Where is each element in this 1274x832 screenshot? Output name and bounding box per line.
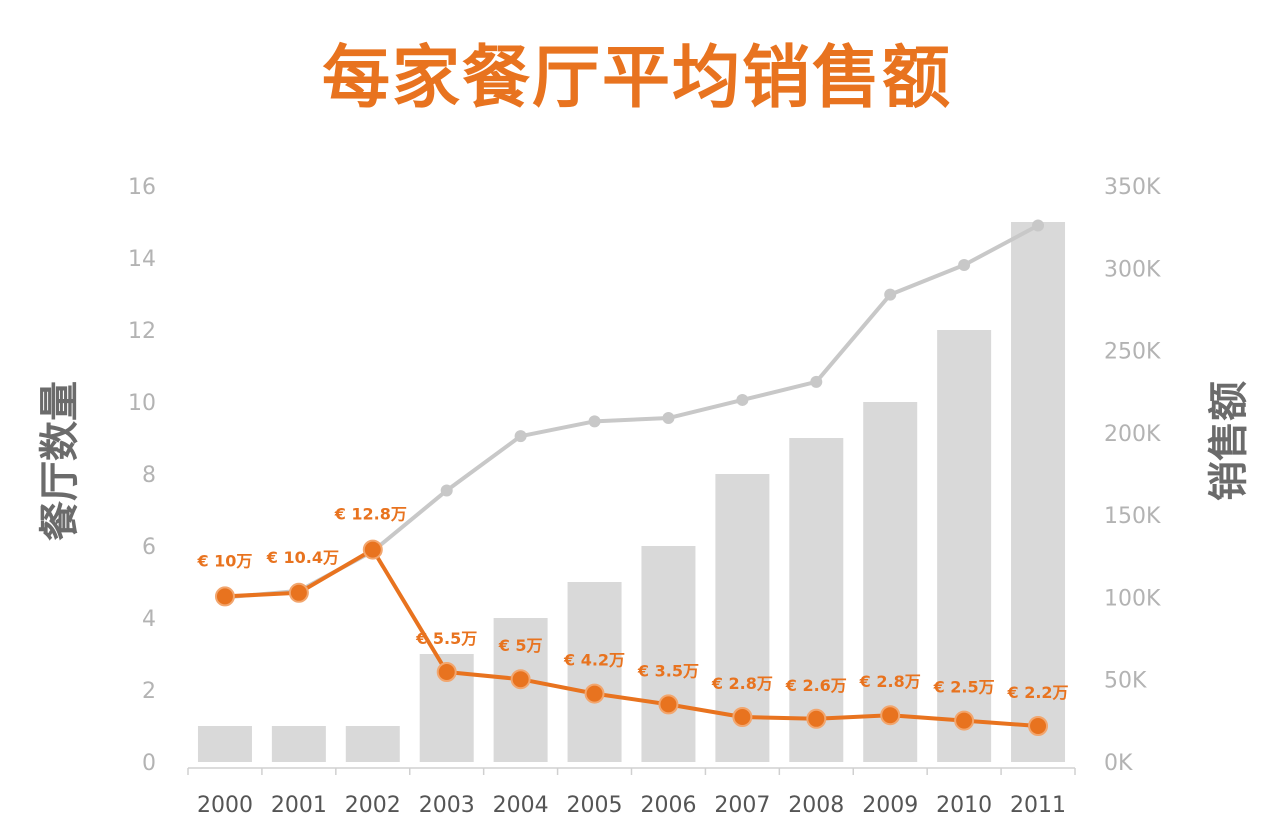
data-label: € 3.5万: [637, 661, 699, 680]
y-tick-left: 12: [128, 319, 156, 344]
bar: [493, 618, 548, 762]
y-tick-right: 200K: [1104, 422, 1161, 447]
avg-sales-point: [584, 683, 605, 704]
y-tick-left: 8: [142, 463, 156, 488]
data-label: € 2.6万: [785, 676, 847, 695]
bar: [937, 330, 992, 762]
avg-sales-point: [288, 582, 309, 603]
avg-sales-point: [954, 710, 975, 731]
x-tick-label: 2011: [1010, 793, 1066, 818]
bar: [863, 402, 918, 762]
y-tick-right: 350K: [1104, 175, 1161, 200]
x-tick-label: 2003: [419, 793, 475, 818]
y-tick-left: 2: [142, 679, 156, 704]
sales-point: [884, 288, 897, 301]
data-label: € 10.4万: [266, 548, 339, 567]
data-label: € 5.5万: [415, 629, 477, 648]
x-tick-label: 2001: [271, 793, 327, 818]
y-tick-left: 16: [128, 175, 156, 200]
avg-sales-point: [510, 669, 531, 690]
sales-point: [588, 415, 601, 428]
sales-point: [958, 258, 971, 271]
avg-sales-line: [224, 547, 1039, 728]
sales-point: [1032, 219, 1045, 232]
avg-sales-point: [732, 707, 753, 727]
bar: [345, 726, 400, 762]
x-tick-label: 2010: [936, 793, 992, 818]
y-tick-left: 10: [128, 391, 156, 416]
data-label: € 2.8万: [859, 672, 921, 691]
y-tick-right: 300K: [1104, 257, 1161, 282]
data-label: € 4.2万: [563, 651, 625, 670]
avg-sales-point: [214, 586, 235, 607]
y-tick-left: 14: [128, 247, 156, 272]
bar: [271, 726, 326, 762]
avg-sales-point: [880, 705, 901, 726]
avg-sales-point: [1028, 716, 1049, 736]
sales-point: [810, 375, 823, 388]
y-tick-right: 250K: [1104, 340, 1161, 365]
y-tick-right: 50K: [1104, 669, 1147, 694]
bar: [567, 582, 622, 762]
bar: [197, 726, 252, 762]
y-tick-right: 0K: [1104, 751, 1133, 776]
x-tick-label: 2006: [640, 793, 696, 818]
bar: [1011, 222, 1066, 762]
data-label: € 12.8万: [334, 505, 407, 524]
x-tick-label: 2007: [714, 793, 770, 818]
avg-sales-point: [658, 694, 679, 715]
avg-sales-point: [436, 662, 457, 682]
y-tick-left: 4: [142, 607, 156, 632]
sales-point: [736, 393, 749, 406]
avg-sales-point: [362, 539, 383, 560]
avg-sales-point: [806, 708, 827, 729]
data-label: € 5万: [498, 636, 543, 655]
x-tick-label: 2005: [567, 793, 623, 818]
y-tick-right: 100K: [1104, 586, 1161, 611]
sales-point: [440, 484, 453, 497]
x-tick-label: 2002: [345, 793, 401, 818]
sales-point: [514, 430, 527, 443]
data-label: € 2.2万: [1007, 683, 1069, 702]
sales-point: [662, 412, 675, 425]
x-tick-label: 2009: [862, 793, 918, 818]
y-tick-left: 6: [142, 535, 156, 560]
bar: [789, 438, 844, 762]
data-label: € 2.8万: [711, 674, 773, 693]
x-tick-label: 2000: [197, 793, 253, 818]
data-label: € 10万: [196, 551, 252, 570]
chart-title: 每家餐厅平均销售额: [321, 39, 952, 118]
x-tick-label: 2008: [788, 793, 844, 818]
x-tick-label: 2004: [493, 793, 549, 818]
y-tick-left: 0: [142, 751, 156, 776]
data-label: € 2.5万: [933, 678, 995, 697]
bar: [641, 546, 696, 762]
y-tick-right: 150K: [1104, 504, 1161, 529]
